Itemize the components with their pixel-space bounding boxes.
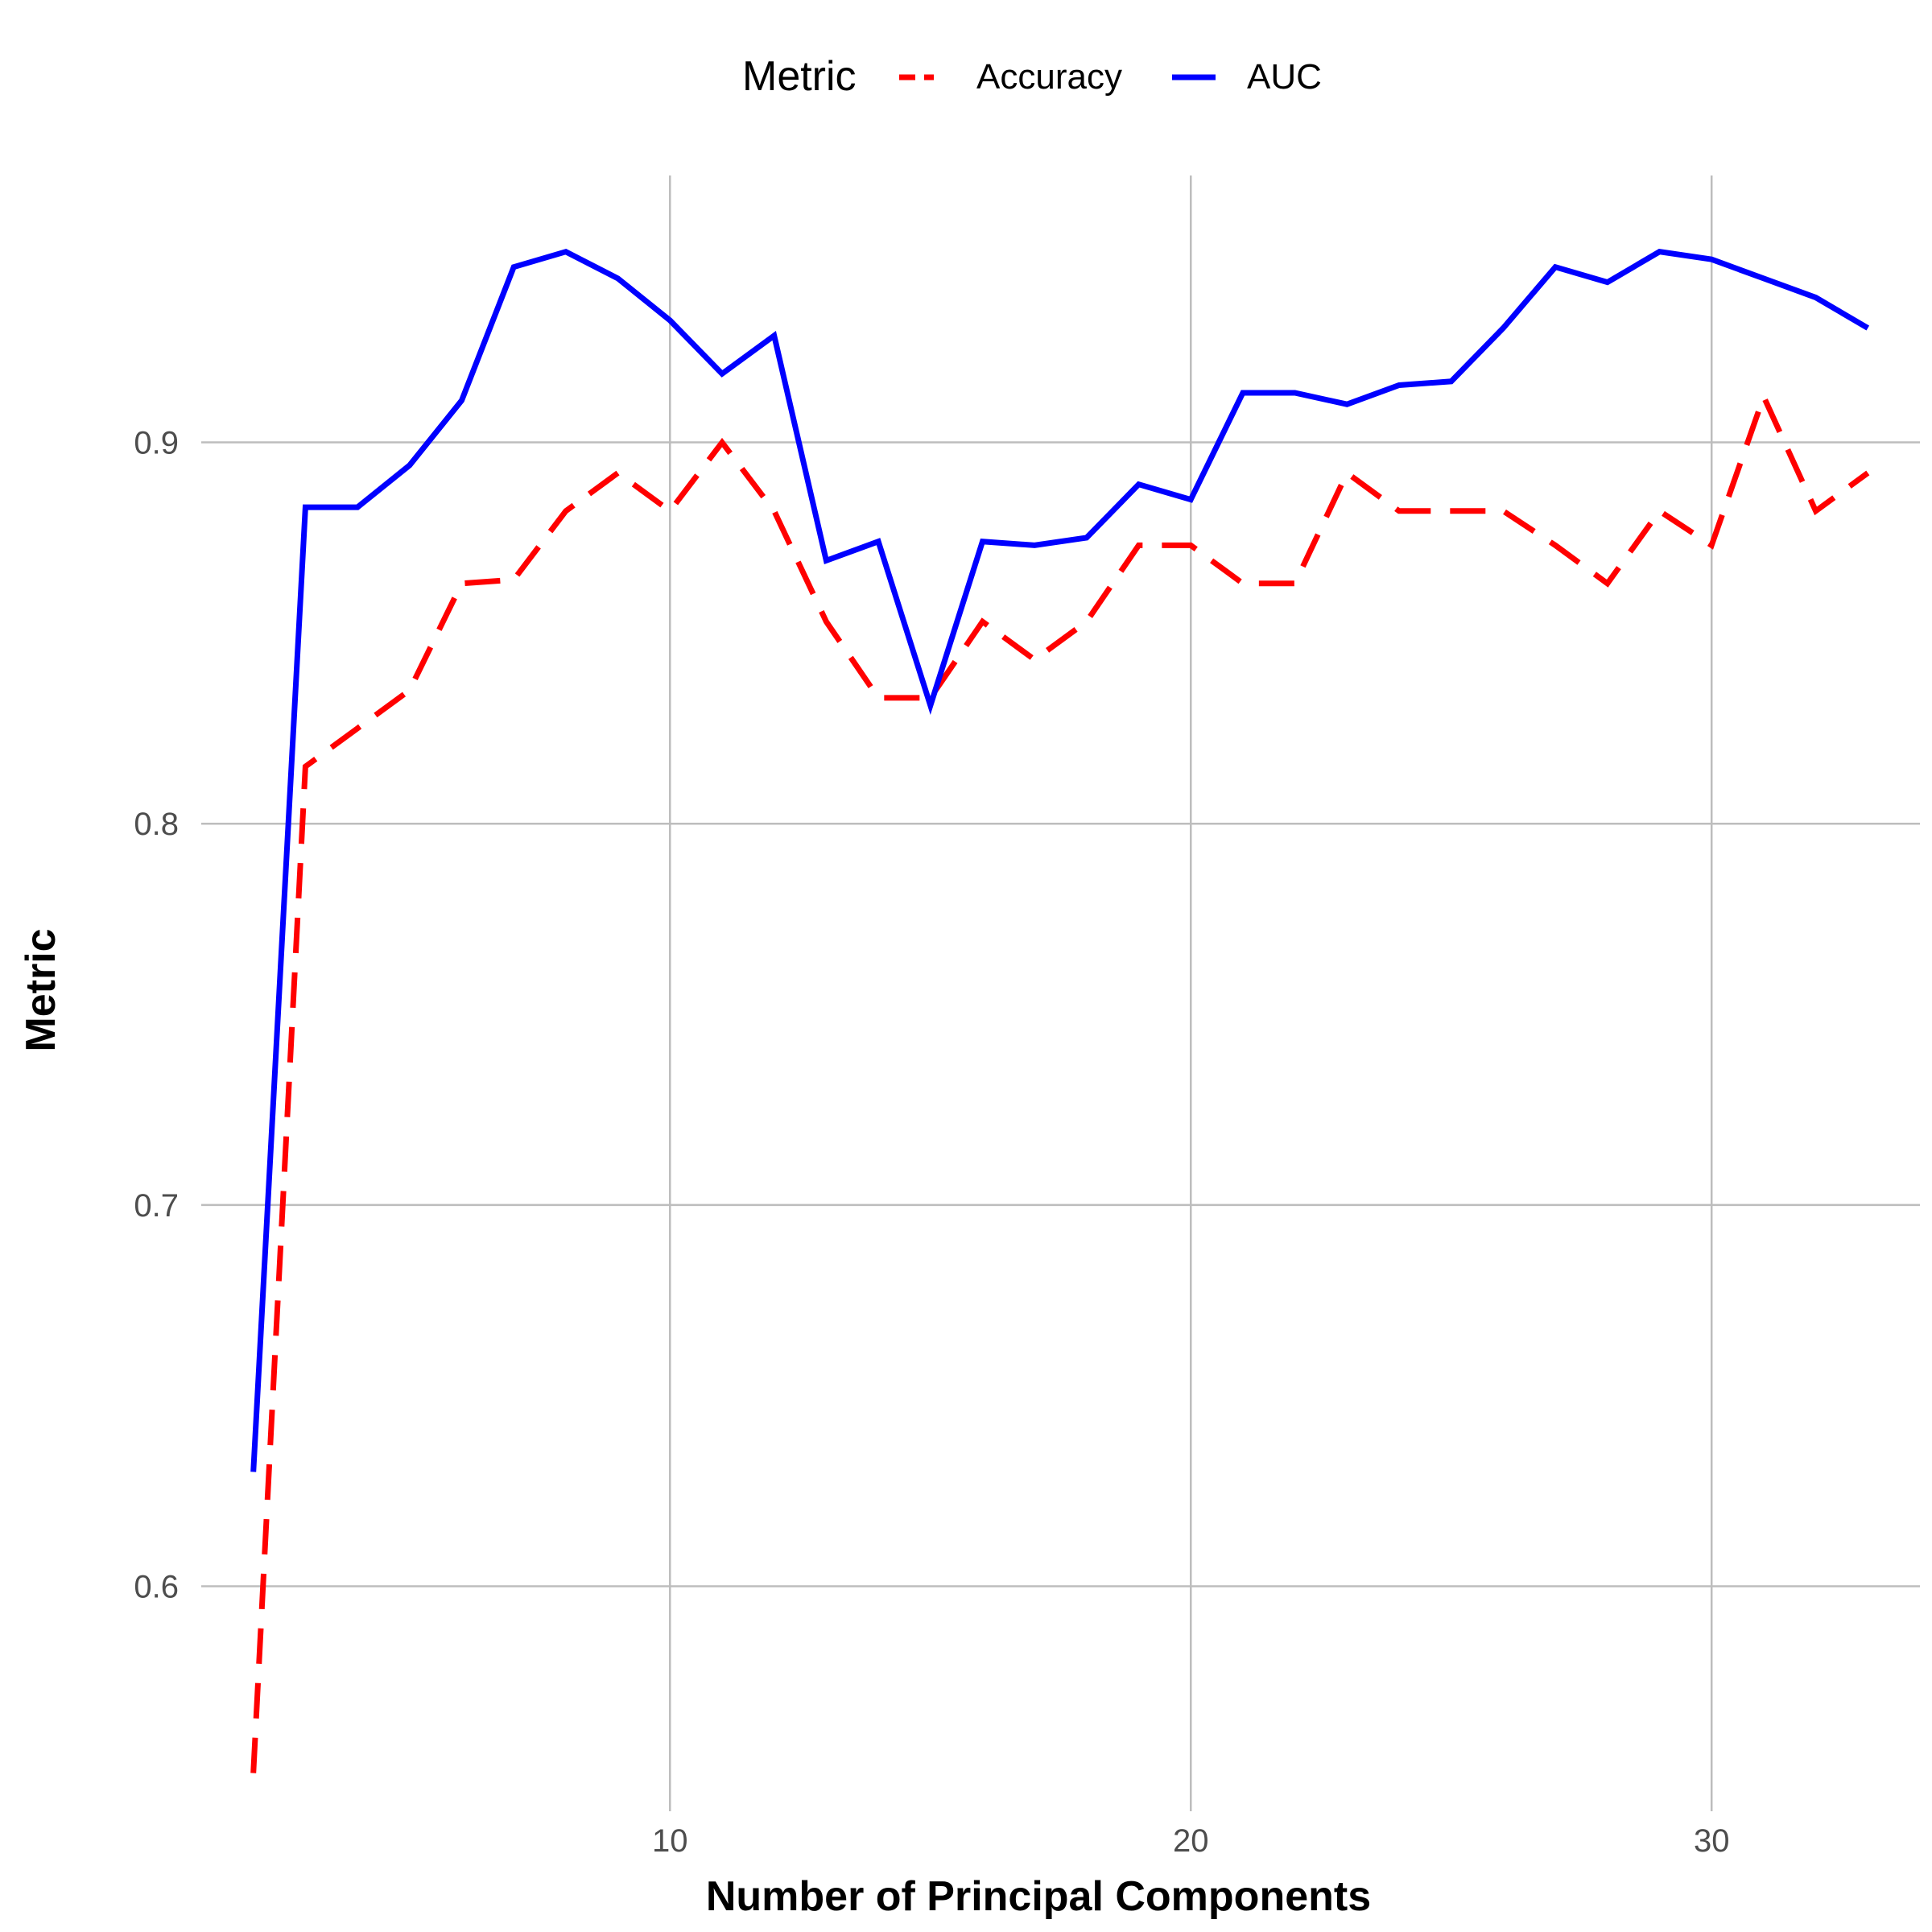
x-axis-title: Number of Principal Components	[706, 1873, 1371, 1920]
y-tick-label: 0.6	[134, 1570, 179, 1605]
legend-label-accuracy: Accuracy	[976, 57, 1122, 97]
y-tick-label: 0.7	[134, 1188, 179, 1224]
x-tick-label: 30	[1694, 1823, 1730, 1859]
series-layer	[250, 248, 1870, 1773]
legend-label-auc: AUC	[1247, 57, 1322, 97]
y-tick-label: 0.9	[134, 426, 179, 461]
y-tick-label: 0.8	[134, 807, 179, 842]
legend-title: Metric	[742, 53, 857, 100]
series-line-auc	[250, 248, 1870, 1472]
x-axis-ticks: 10 20 30	[652, 1823, 1729, 1859]
y-axis-ticks: 0.6 0.7 0.8 0.9	[134, 426, 179, 1605]
y-axis-title: Metric	[18, 928, 64, 1051]
x-tick-label: 20	[1173, 1823, 1209, 1859]
legend: Metric Accuracy AUC	[742, 53, 1322, 100]
x-tick-label: 10	[652, 1823, 688, 1859]
gridlines	[201, 175, 1920, 1811]
series-line-accuracy	[250, 389, 1870, 1773]
